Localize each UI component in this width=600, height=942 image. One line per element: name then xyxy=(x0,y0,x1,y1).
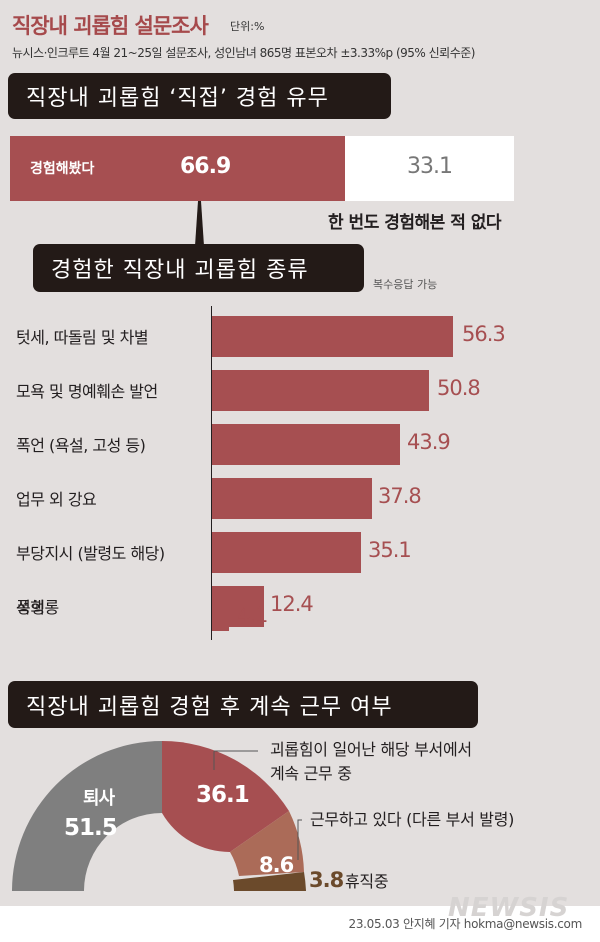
bar-label: 부당지시 (발령도 해당) xyxy=(16,544,165,563)
slice-quit-label: 퇴사 xyxy=(83,788,115,809)
slice-quit-value: 51.5 xyxy=(64,815,118,841)
unit-label: 단위:% xyxy=(230,20,265,33)
bar-axis-line xyxy=(211,306,212,640)
bar-row: 텃세, 따돌림 및 차별 56.3 xyxy=(0,316,600,357)
bar-value: 35.1 xyxy=(368,538,412,562)
bar-row: 폭언 (욕설, 고성 등) 43.9 xyxy=(0,424,600,465)
segment-never-label: 한 번도 경험해본 적 없다 xyxy=(328,213,502,233)
bar xyxy=(212,370,429,411)
bar-row-violence xyxy=(0,594,600,635)
bar-label: 폭언 (욕설, 고성 등) xyxy=(16,436,146,455)
section-title-continued-work: 직장내 괴롭힘 경험 후 계속 근무 여부 xyxy=(8,681,478,728)
multiple-response-note: 복수응답 가능 xyxy=(373,278,438,291)
bar-value: 50.8 xyxy=(437,376,481,400)
half-donut-chart xyxy=(12,740,306,891)
byline: 23.05.03 안지혜 기자 hokma@newsis.com xyxy=(348,917,582,931)
segment-never-value: 33.1 xyxy=(407,154,453,179)
bar-value: 12.4 xyxy=(270,592,314,616)
bar xyxy=(212,424,400,465)
bar xyxy=(212,596,229,631)
slice-other-dept xyxy=(230,811,304,876)
page-title: 직장내 괴롭힘 설문조사 xyxy=(12,14,209,38)
segment-experienced-value: 66.9 xyxy=(180,154,231,179)
slice-same-dept xyxy=(162,740,289,853)
footer xyxy=(0,906,600,942)
callout-same-dept-line2: 계속 근무 중 xyxy=(270,764,352,783)
bar-row: 폭행 xyxy=(0,598,600,681)
bar-value: 37.8 xyxy=(378,484,422,508)
section-title-text: 경험한 직장내 괴롭힘 종류 xyxy=(51,258,309,283)
callout-same-dept-line1: 괴롭힘이 일어난 해당 부서에서 xyxy=(270,740,472,759)
newsis-logo: NEWSIS xyxy=(448,893,570,923)
callout-leave: 휴직중 xyxy=(345,872,389,891)
bar-value: 56.3 xyxy=(462,322,506,346)
bar-label: 텃세, 따돌림 및 차별 xyxy=(16,328,149,347)
segment-never: 33.1 xyxy=(345,136,514,201)
bar-label: 모욕 및 명예훼손 발언 xyxy=(16,382,158,401)
section-title-direct-experience: 직장내 괴롭힘 ‘직접’ 경험 유무 xyxy=(8,73,391,119)
bar-label: 업무 외 강요 xyxy=(16,490,97,509)
source-note: 뉴시스·인크루트 4월 21~25일 설문조사, 성인남녀 865명 표본오차 … xyxy=(12,46,475,60)
bar xyxy=(212,316,453,357)
slice-quit xyxy=(12,741,162,891)
bar xyxy=(212,532,361,573)
bar xyxy=(212,478,372,519)
connector-pointer xyxy=(195,201,204,246)
callout-other-dept: 근무하고 있다 (다른 부서 발령) xyxy=(310,810,515,829)
section-title-types: 경험한 직장내 괴롭힘 종류 xyxy=(33,244,364,292)
bar-value: 4.1 xyxy=(237,603,268,627)
callout-same-dept: 괴롭힘이 일어난 해당 부서에서 계속 근무 중 xyxy=(270,738,472,786)
section-title-text: 직장내 괴롭힘 ‘직접’ 경험 유무 xyxy=(26,86,329,111)
segment-experienced-label: 경험해봤다 xyxy=(30,161,95,177)
segment-experienced: 경험해봤다 66.9 xyxy=(10,136,345,201)
bar-row: 부당지시 (발령도 해당) 35.1 xyxy=(0,532,600,573)
slice-same-dept-value: 36.1 xyxy=(196,782,250,808)
bar-value: 43.9 xyxy=(407,430,451,454)
bar-row: 업무 외 강요 37.8 xyxy=(0,478,600,519)
experience-stacked-bar: 경험해봤다 66.9 33.1 xyxy=(10,136,514,201)
slice-other-dept-value: 8.6 xyxy=(259,853,294,877)
bar-label: 폭행 xyxy=(16,598,45,617)
bar-row: 모욕 및 명예훼손 발언 50.8 xyxy=(0,370,600,411)
bar-label: 성희롱 xyxy=(16,598,59,617)
slice-leave-value: 3.8 xyxy=(309,868,344,892)
slice-leave xyxy=(233,872,306,891)
section-title-text: 직장내 괴롭힘 경험 후 계속 근무 여부 xyxy=(26,694,393,720)
